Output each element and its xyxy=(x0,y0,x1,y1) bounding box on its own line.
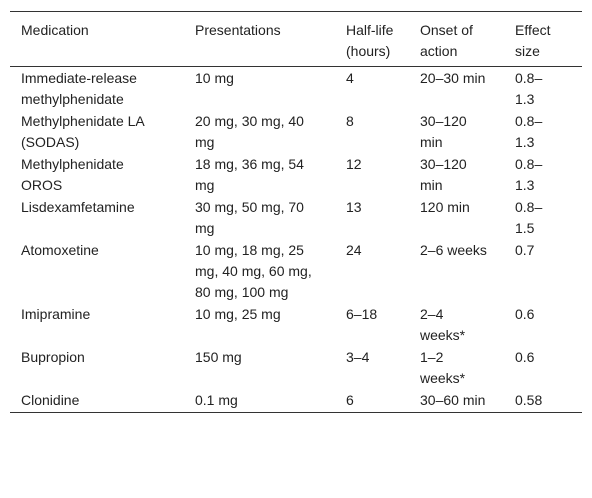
table-cell: 2–4 weeks* xyxy=(420,306,466,343)
table-cell: 20 mg, 30 mg, 40 mg xyxy=(195,113,304,150)
table-body: Immediate-release methylphenidate 10 mg 4 2… xyxy=(10,67,582,413)
table-cell: 0.7 xyxy=(515,242,535,258)
table-cell: 30–120 min xyxy=(420,113,467,150)
header-cell: Medication xyxy=(10,11,184,67)
table-cell: Lisdexamfetamine xyxy=(21,199,135,215)
header-cell: Half-life (hours) xyxy=(335,11,409,67)
table-cell: Methylphenidate OROS xyxy=(21,156,124,193)
table-cell: 3–4 xyxy=(346,349,370,365)
table-cell: 120 min xyxy=(420,199,470,215)
table-cell: Immediate-release methylphenidate xyxy=(21,70,137,107)
table-cell: 0.6 xyxy=(515,306,535,322)
table-cell: Imipramine xyxy=(21,306,91,322)
table-row: Methylphenidate LA (SODAS) 20 mg, 30 mg, … xyxy=(10,110,582,153)
table-cell: 4 xyxy=(346,70,354,86)
table-cell: 10 mg xyxy=(195,70,234,86)
table-cell: Clonidine xyxy=(10,389,184,413)
table-cell: 6 xyxy=(335,389,409,413)
table-cell: 0.8–1.5 xyxy=(515,199,543,236)
table-cell: Atomoxetine xyxy=(21,242,99,258)
table-row: Immediate-release methylphenidate 10 mg 4 2… xyxy=(10,67,582,111)
table-cell: 10 mg, 25 mg xyxy=(195,306,281,322)
table-cell: Bupropion xyxy=(21,349,85,365)
table-row: Atomoxetine 10 mg, 18 mg, 25 mg, 40 mg, 6… xyxy=(10,239,582,303)
table-cell: 2–6 weeks xyxy=(420,242,487,258)
table-row: Imipramine 10 mg, 25 mg 6–18 2–4 weeks* 0.6 xyxy=(10,303,582,346)
table-cell: 18 mg, 36 mg, 54 mg xyxy=(195,156,304,193)
table-cell: 150 mg xyxy=(195,349,242,365)
table-header: Medication Presentations Half-life (hours)… xyxy=(10,11,582,67)
header-cell: Presentations xyxy=(184,11,335,67)
table-cell: 8 xyxy=(346,113,354,129)
header-cell: Effect size xyxy=(504,11,582,67)
table-cell: 12 xyxy=(346,156,362,172)
table-cell: 0.8–1.3 xyxy=(515,156,543,193)
table-cell: Methylphenidate LA (SODAS) xyxy=(21,113,144,150)
table-row: Clonidine 0.1 mg 6 30–60 min 0.58 xyxy=(10,389,582,413)
table-row: Bupropion 150 mg 3–4 1–2 weeks* 0.6 xyxy=(10,346,582,389)
table-cell: 0.58 xyxy=(504,389,582,413)
table-cell: 1–2 weeks* xyxy=(420,349,466,386)
table-cell: 30 mg, 50 mg, 70 mg xyxy=(195,199,304,236)
table-cell: 13 xyxy=(346,199,362,215)
table-cell: 0.1 mg xyxy=(184,389,335,413)
table-cell: 30–120 min xyxy=(420,156,467,193)
header-cell: Onset of action xyxy=(409,11,504,67)
table-row: Lisdexamfetamine 30 mg, 50 mg, 70 mg 13 120… xyxy=(10,196,582,239)
table-cell: 0.8–1.3 xyxy=(515,70,543,107)
table-cell: 0.6 xyxy=(515,349,535,365)
medication-table: Medication Presentations Half-life (hours)… xyxy=(10,11,582,413)
header-row: Medication Presentations Half-life (hours)… xyxy=(10,11,582,67)
table-cell: 30–60 min xyxy=(409,389,504,413)
table-cell: 0.8–1.3 xyxy=(515,113,543,150)
table-row: Methylphenidate OROS 18 mg, 36 mg, 54 mg 1… xyxy=(10,153,582,196)
table-cell: 6–18 xyxy=(346,306,378,322)
table-cell: 20–30 min xyxy=(420,70,486,86)
table-cell: 24 xyxy=(346,242,362,258)
table-container: Medication Presentations Half-life (hours)… xyxy=(10,11,582,413)
table-cell: 10 mg, 18 mg, 25 mg, 40 mg, 60 mg, 80 mg… xyxy=(195,242,312,300)
